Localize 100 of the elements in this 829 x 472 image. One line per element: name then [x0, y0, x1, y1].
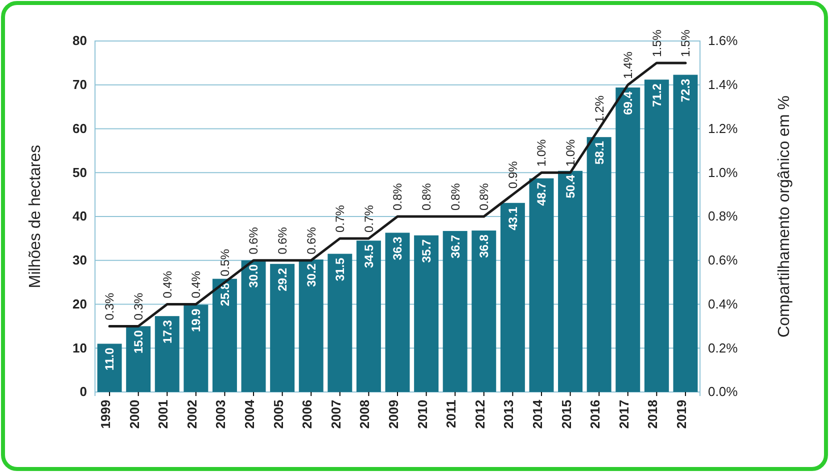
y2-tick-label: 0.8%: [708, 208, 738, 224]
bar: [270, 264, 295, 392]
data-label: 30.0: [246, 264, 261, 288]
x-tick-label: 2001: [156, 400, 171, 429]
bar: [616, 88, 640, 392]
data-label: 34.5: [362, 244, 376, 268]
bar: [644, 80, 669, 392]
bar: [184, 304, 208, 392]
data-label: 19.9: [189, 308, 204, 332]
bar: [529, 178, 554, 392]
data-label: 17.3: [160, 320, 174, 344]
data-label: 0.6%: [246, 226, 261, 254]
data-label: 1.5%: [678, 29, 693, 57]
data-label: 43.1: [506, 206, 520, 230]
y-axis-title: Milhões de hectares: [27, 144, 44, 288]
x-tick-label: 2012: [472, 400, 488, 429]
y2-tick-label: 0.2%: [708, 340, 738, 356]
bar: [356, 240, 381, 392]
data-label: 29.2: [276, 268, 290, 292]
bar: [154, 316, 180, 392]
y2-tick-label: 1.0%: [708, 164, 738, 180]
y2-tick-label: 1.6%: [708, 33, 738, 48]
bar: [126, 326, 151, 392]
data-label: 1.5%: [650, 29, 664, 57]
bar: [558, 170, 583, 392]
data-label: 0.8%: [419, 182, 434, 210]
bar: [241, 260, 266, 392]
x-tick-label: 1999: [98, 400, 114, 429]
data-label: 11.0: [102, 347, 117, 370]
bar: [414, 235, 439, 392]
data-label: 71.2: [650, 83, 664, 107]
y2-tick-label: 0.0%: [708, 384, 738, 400]
data-label: 0.5%: [218, 248, 232, 276]
data-label: 1.0%: [563, 138, 578, 167]
x-tick-label: 2018: [645, 400, 660, 429]
y2-tick-label: 0.6%: [708, 252, 738, 268]
y2-tick-label: 0.4%: [708, 296, 738, 312]
bar: [212, 278, 237, 392]
data-label: 0.3%: [132, 292, 146, 320]
data-label: 72.3: [678, 78, 693, 102]
y-tick-label: 20: [72, 296, 87, 312]
x-tick-label: 2019: [674, 400, 689, 429]
data-label: 1.4%: [621, 51, 636, 79]
bar: [500, 202, 525, 392]
data-label: 0.4%: [160, 270, 174, 298]
y2-tick-label: 1.4%: [708, 77, 738, 92]
x-tick-label: 2000: [126, 400, 142, 429]
data-label: 69.4: [621, 91, 636, 115]
data-label: 0.8%: [390, 182, 405, 210]
y2-axis-title: Compartilhamento orgânico em %: [776, 96, 793, 338]
x-tick-label: 2013: [501, 400, 516, 429]
bar: [385, 232, 410, 392]
x-tick-label: 2016: [588, 400, 603, 429]
y-tick-label: 80: [72, 33, 87, 48]
bar: [298, 259, 324, 392]
x-tick-label: 2008: [357, 400, 372, 429]
data-label: 0.4%: [189, 270, 204, 298]
data-label: 0.8%: [477, 182, 492, 210]
y-tick-label: 0: [80, 384, 87, 400]
bar: [586, 137, 612, 392]
data-label: 50.4: [563, 174, 578, 198]
y-tick-label: 70: [72, 77, 87, 92]
data-label: 0.8%: [448, 182, 462, 210]
data-label: 58.1: [592, 140, 606, 164]
data-label: 1.0%: [534, 138, 549, 167]
x-tick-label: 2003: [213, 400, 228, 429]
bar: [328, 254, 352, 392]
y-tick-label: 40: [72, 208, 87, 224]
x-tick-label: 2004: [242, 399, 258, 429]
data-label: 1.2%: [592, 95, 606, 123]
bar: [472, 230, 496, 392]
bar: [442, 230, 468, 392]
x-tick-label: 2011: [444, 400, 459, 428]
x-tick-label: 2007: [328, 400, 344, 429]
x-tick-label: 2002: [184, 400, 200, 429]
x-tick-label: 2010: [414, 400, 430, 429]
data-label: 0.6%: [276, 226, 290, 254]
x-tick-label: 2017: [616, 400, 632, 429]
data-label: 15.0: [132, 330, 146, 354]
data-label: 0.7%: [333, 204, 348, 232]
data-label: 31.5: [333, 257, 348, 282]
y-tick-label: 10: [72, 340, 87, 356]
data-label: 36.7: [448, 234, 462, 258]
bar: [97, 344, 122, 392]
data-label: 35.7: [419, 239, 434, 263]
x-tick-label: 2015: [558, 400, 574, 429]
y-tick-label: 50: [72, 164, 87, 180]
data-label: 0.3%: [102, 292, 117, 320]
x-tick-label: 2005: [270, 400, 286, 429]
data-label: 36.3: [390, 236, 405, 260]
y2-tick-label: 1.2%: [708, 120, 738, 136]
y-tick-label: 30: [72, 252, 87, 268]
data-label: 0.6%: [304, 226, 318, 254]
x-tick-label: 2009: [386, 400, 401, 429]
data-label: 30.2: [304, 263, 318, 287]
data-label: 36.8: [477, 234, 492, 258]
bar: [673, 74, 698, 392]
y-tick-label: 60: [72, 120, 87, 136]
data-label: 0.7%: [362, 204, 376, 232]
data-label: 48.7: [534, 182, 549, 206]
